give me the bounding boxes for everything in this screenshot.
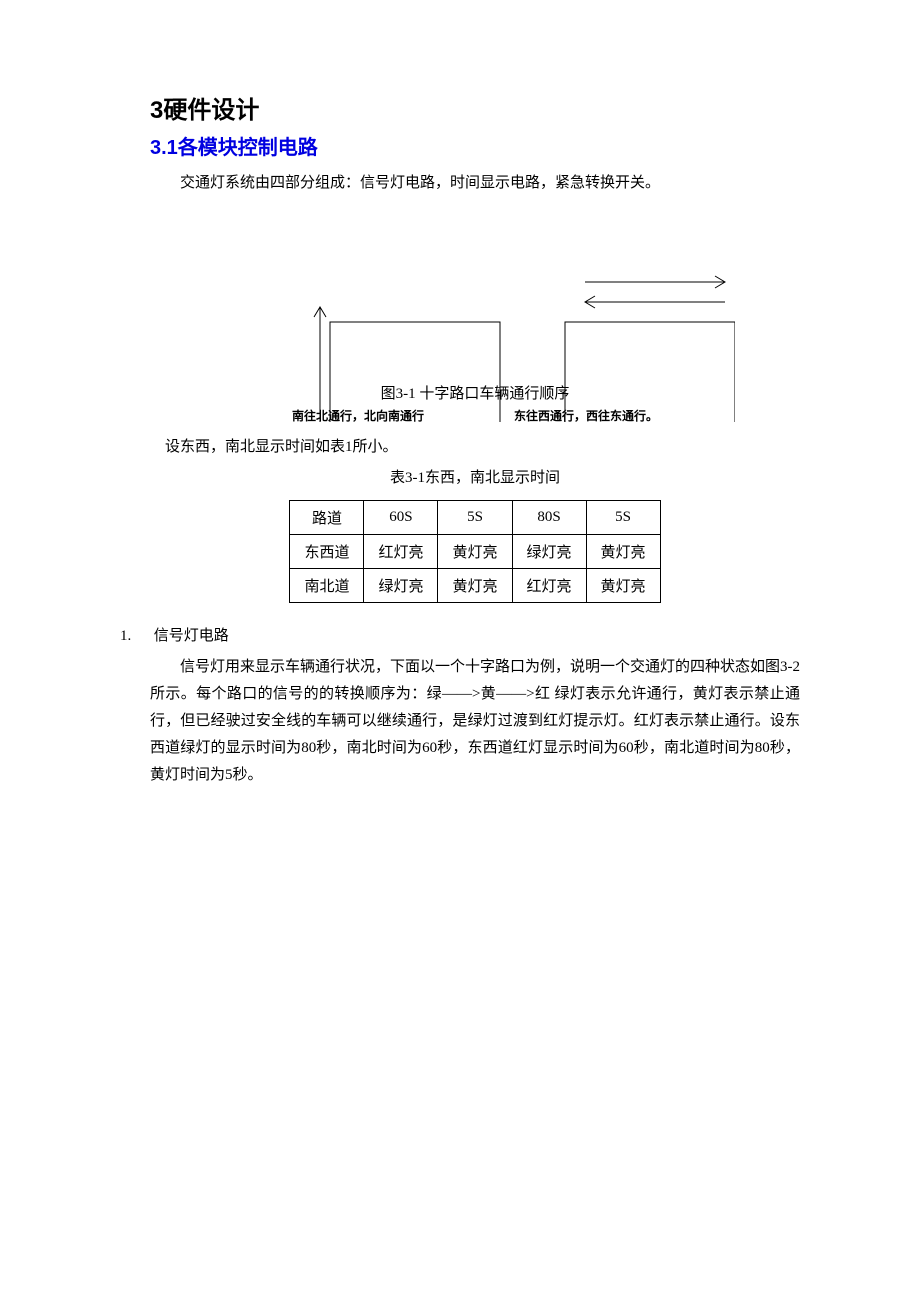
table-cell: 绿灯亮 bbox=[364, 569, 438, 603]
table-caption: 表3-1东西，南北显示时间 bbox=[150, 465, 800, 492]
table-cell: 80S bbox=[512, 501, 586, 535]
intersection-diagram bbox=[215, 247, 735, 422]
table-cell: 5S bbox=[438, 501, 512, 535]
diagram-svg bbox=[215, 247, 735, 422]
table-cell: 绿灯亮 bbox=[512, 535, 586, 569]
section1-number: 1. bbox=[120, 623, 150, 650]
section1-title: 信号灯电路 bbox=[154, 628, 229, 644]
table-header-row: 路道 60S 5S 80S 5S bbox=[290, 501, 660, 535]
section1-heading: 1. 信号灯电路 bbox=[120, 623, 800, 650]
table-cell: 红灯亮 bbox=[364, 535, 438, 569]
section1-body: 信号灯用来显示车辆通行状况，下面以一个十字路口为例，说明一个交通灯的四种状态如图… bbox=[150, 654, 800, 789]
table-cell: 路道 bbox=[290, 501, 364, 535]
table-cell: 红灯亮 bbox=[512, 569, 586, 603]
table-cell: 黄灯亮 bbox=[438, 535, 512, 569]
table-row: 东西道 红灯亮 黄灯亮 绿灯亮 黄灯亮 bbox=[290, 535, 660, 569]
diagram-left-bracket bbox=[330, 322, 500, 422]
timing-table: 路道 60S 5S 80S 5S 东西道 红灯亮 黄灯亮 绿灯亮 黄灯亮 南北道… bbox=[289, 500, 660, 603]
table-cell: 黄灯亮 bbox=[586, 535, 660, 569]
intro-paragraph: 交通灯系统由四部分组成：信号灯电路，时间显示电路，紧急转换开关。 bbox=[150, 170, 800, 197]
heading-module-circuit: 3.1各模块控制电路 bbox=[150, 131, 800, 160]
table-row: 南北道 绿灯亮 黄灯亮 红灯亮 黄灯亮 bbox=[290, 569, 660, 603]
table-cell: 东西道 bbox=[290, 535, 364, 569]
table-cell: 黄灯亮 bbox=[586, 569, 660, 603]
table-cell: 5S bbox=[586, 501, 660, 535]
diagram-right-bracket bbox=[565, 322, 735, 422]
pre-table-line: 设东西，南北显示时间如表1所小。 bbox=[165, 434, 800, 461]
table-cell: 黄灯亮 bbox=[438, 569, 512, 603]
table-cell: 60S bbox=[364, 501, 438, 535]
heading-hardware-design: 3硬件设计 bbox=[150, 90, 800, 125]
table-cell: 南北道 bbox=[290, 569, 364, 603]
